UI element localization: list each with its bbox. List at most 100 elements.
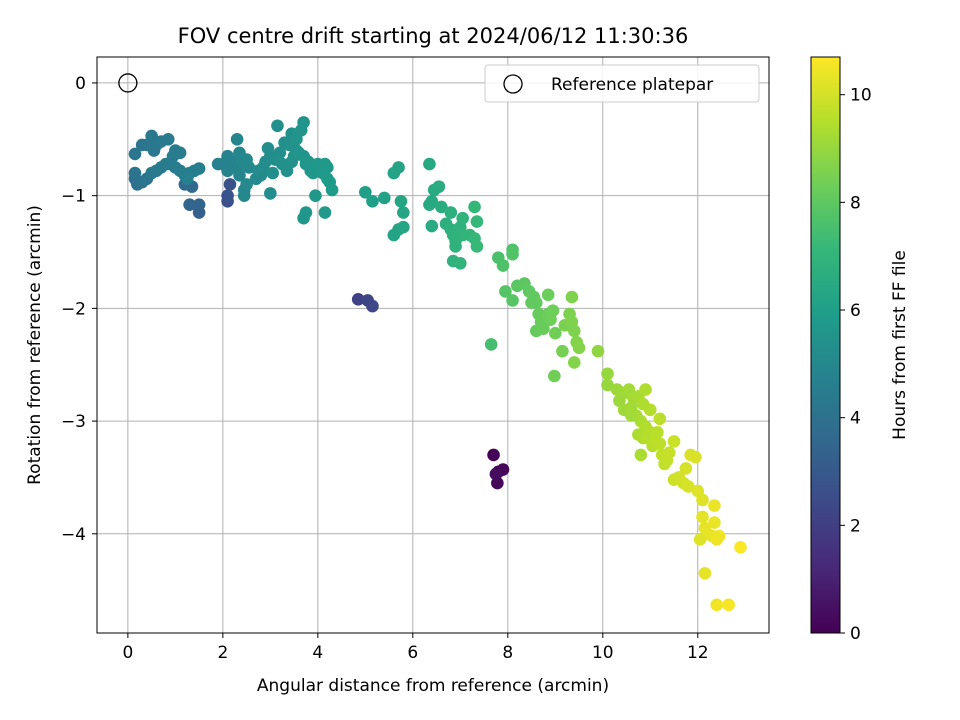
data-point <box>546 304 560 317</box>
data-point <box>273 146 287 160</box>
data-point <box>221 164 234 178</box>
legend-label: Reference platepar <box>551 75 713 95</box>
colorbar-tick-label: 8 <box>850 193 861 213</box>
data-point <box>230 132 244 146</box>
data-point <box>548 326 562 340</box>
data-point <box>211 157 225 171</box>
reference-platepar-marker <box>118 73 138 93</box>
data-point <box>128 147 142 161</box>
x-tick-label: 6 <box>407 643 418 663</box>
data-point <box>394 194 408 208</box>
data-point <box>318 206 332 219</box>
data-point <box>653 412 667 426</box>
data-point <box>378 191 391 205</box>
colorbar-tick-label: 2 <box>850 516 861 536</box>
data-point <box>639 383 652 396</box>
data-point <box>496 259 510 272</box>
data-point <box>223 178 237 191</box>
data-point <box>397 206 410 219</box>
y-axis-label: Rotation from reference (arcmin) <box>25 205 45 485</box>
data-point <box>651 426 664 439</box>
data-point <box>537 322 550 335</box>
y-tick-label: −3 <box>61 412 86 432</box>
data-point <box>712 529 726 543</box>
data-point <box>325 183 339 197</box>
x-tick-label: 0 <box>122 643 133 663</box>
data-point <box>487 448 500 462</box>
data-point <box>679 462 693 475</box>
data-point <box>435 200 448 214</box>
data-point <box>693 533 707 546</box>
x-axis-label: Angular distance from reference (arcmin) <box>257 676 609 696</box>
data-point <box>397 220 410 234</box>
colorbar-tick-label: 4 <box>850 409 861 429</box>
data-point <box>432 180 446 193</box>
data-point <box>722 598 735 612</box>
data-point <box>667 435 681 448</box>
data-point <box>264 187 277 200</box>
data-point <box>601 378 614 392</box>
x-tick-label: 10 <box>592 643 614 663</box>
data-point <box>290 132 303 146</box>
colorbar-gradient <box>810 56 841 634</box>
data-point <box>681 480 695 493</box>
plot-frame <box>96 56 770 634</box>
colorbar-tick-label: 0 <box>850 624 861 644</box>
data-point <box>565 290 579 304</box>
data-point <box>506 294 519 307</box>
x-tick-label: 4 <box>312 643 323 663</box>
data-point <box>634 448 648 462</box>
data-point <box>449 240 462 253</box>
data-point <box>601 367 614 381</box>
legend: Reference platepar <box>484 64 760 103</box>
data-point <box>278 136 291 149</box>
data-point <box>541 288 555 302</box>
data-point <box>271 119 284 133</box>
data-point <box>591 344 605 358</box>
colorbar-label: Hours from first FF file <box>890 250 910 440</box>
data-point <box>548 369 561 383</box>
data-point <box>240 178 253 191</box>
data-point <box>470 215 484 228</box>
data-point <box>710 598 724 612</box>
data-point <box>299 206 313 219</box>
data-point <box>567 324 581 338</box>
data-point <box>708 516 721 529</box>
data-point <box>351 293 365 306</box>
data-point <box>309 189 322 202</box>
data-point <box>696 510 709 524</box>
data-point <box>359 185 372 199</box>
data-point <box>423 198 436 211</box>
data-point <box>128 166 142 180</box>
data-point <box>468 200 481 214</box>
data-point <box>180 172 194 186</box>
data-point <box>192 162 206 175</box>
data-point <box>297 116 310 129</box>
data-point <box>567 356 581 369</box>
data-point <box>192 198 206 211</box>
y-tick-label: −2 <box>61 299 86 319</box>
data-point <box>240 153 253 166</box>
data-point <box>261 142 275 155</box>
y-tick-label: 0 <box>75 74 86 94</box>
data-point <box>636 397 650 411</box>
data-point <box>233 169 246 182</box>
x-tick-label: 2 <box>217 643 228 663</box>
colorbar: 0 2 4 6 8 10 Hours from first FF file <box>810 56 910 644</box>
colorbar-tick-label: 6 <box>850 301 861 321</box>
x-tick-label: 12 <box>687 643 709 663</box>
data-point <box>708 499 721 512</box>
data-point <box>366 299 379 313</box>
data-point <box>183 198 196 211</box>
data-point <box>249 172 263 186</box>
data-point <box>489 467 503 481</box>
data-point <box>454 256 467 270</box>
data-point <box>425 219 439 233</box>
data-point <box>221 189 234 202</box>
data-point <box>696 493 709 507</box>
grid-lines <box>97 57 769 633</box>
data-point <box>484 338 498 351</box>
y-tick-label: −4 <box>61 525 86 545</box>
data-point <box>499 285 512 298</box>
